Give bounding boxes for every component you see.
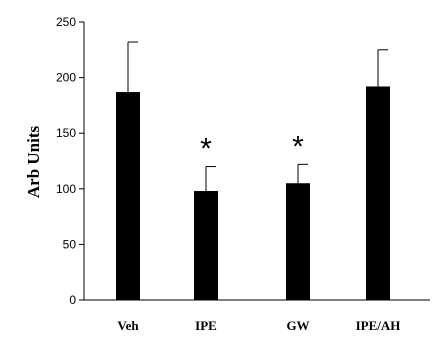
y-tick-label: 200 xyxy=(56,71,76,85)
bar-gw xyxy=(286,183,310,300)
significance-asterisk: * xyxy=(292,130,304,163)
bars xyxy=(116,86,390,300)
x-axis-labels: Veh IPE GW IPE/AH xyxy=(117,318,400,333)
bar-ipe-ah xyxy=(366,86,390,300)
y-tick-label: 0 xyxy=(69,293,76,307)
significance-asterisk: * xyxy=(200,133,212,166)
error-bars xyxy=(127,41,388,192)
bar-ipe xyxy=(194,191,218,300)
x-category-label: IPE xyxy=(195,318,217,333)
bar-veh xyxy=(116,92,140,300)
y-tick-label: 150 xyxy=(56,126,76,140)
y-axis-title: Arb Units xyxy=(24,125,43,198)
y-tick-label: 250 xyxy=(56,15,76,29)
y-tick-label: 50 xyxy=(63,237,77,251)
x-category-label: Veh xyxy=(117,318,139,333)
significance-marks: * * xyxy=(200,130,304,165)
y-tick-label: 100 xyxy=(56,182,76,196)
y-axis-ticks: 0 50 100 150 200 250 xyxy=(56,15,84,307)
x-category-label: IPE/AH xyxy=(356,318,401,333)
x-category-label: GW xyxy=(286,318,309,333)
